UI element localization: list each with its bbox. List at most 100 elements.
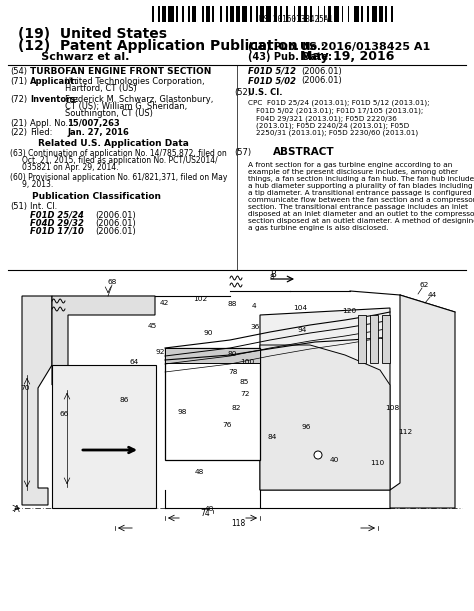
Text: 48: 48 xyxy=(195,469,204,475)
Bar xyxy=(358,315,366,363)
Text: section disposed at an outlet diameter. A method of designing: section disposed at an outlet diameter. … xyxy=(248,218,474,224)
Text: 94: 94 xyxy=(298,327,307,333)
Text: 035821 on Apr. 29, 2014.: 035821 on Apr. 29, 2014. xyxy=(22,163,119,172)
Text: 98: 98 xyxy=(178,409,188,415)
Text: Southington, CT (US): Southington, CT (US) xyxy=(65,109,153,118)
Text: 74: 74 xyxy=(200,509,210,518)
Text: 68: 68 xyxy=(108,279,118,285)
Bar xyxy=(162,6,166,22)
Text: (2006.01): (2006.01) xyxy=(95,219,136,228)
Text: 88: 88 xyxy=(228,301,237,307)
Text: B: B xyxy=(270,270,276,279)
Text: 45: 45 xyxy=(148,323,157,329)
Bar xyxy=(304,6,308,22)
Bar xyxy=(52,365,156,508)
Text: (2006.01): (2006.01) xyxy=(301,76,342,85)
Text: F01D 25/24: F01D 25/24 xyxy=(30,211,84,220)
Bar xyxy=(379,6,383,22)
Text: 108: 108 xyxy=(385,405,399,411)
Bar xyxy=(370,315,378,363)
Text: F04D 29/321 (2013.01); F05D 2220/36: F04D 29/321 (2013.01); F05D 2220/36 xyxy=(256,115,397,122)
Text: (2013.01); F05D 2240/24 (2013.01); F05D: (2013.01); F05D 2240/24 (2013.01); F05D xyxy=(256,122,409,129)
Bar xyxy=(318,6,319,22)
Text: TURBOFAN ENGINE FRONT SECTION: TURBOFAN ENGINE FRONT SECTION xyxy=(30,67,211,76)
Text: 15/007,263: 15/007,263 xyxy=(67,119,120,128)
Bar xyxy=(293,6,295,22)
Text: U.S. Cl.: U.S. Cl. xyxy=(248,88,283,97)
Text: Frederick M. Schwarz, Glastonbury,: Frederick M. Schwarz, Glastonbury, xyxy=(65,95,213,104)
Text: 120: 120 xyxy=(342,308,356,314)
Text: disposed at an inlet diameter and an outlet to the compressor: disposed at an inlet diameter and an out… xyxy=(248,211,474,217)
Text: 62: 62 xyxy=(420,282,429,288)
Text: 84: 84 xyxy=(268,434,277,440)
Bar xyxy=(372,6,377,22)
Text: May 19, 2016: May 19, 2016 xyxy=(300,50,394,63)
Bar xyxy=(342,6,343,22)
Text: US 20160138425A1: US 20160138425A1 xyxy=(259,15,333,24)
Text: (43) Pub. Date:: (43) Pub. Date: xyxy=(248,52,332,62)
Text: a gas turbine engine is also disclosed.: a gas turbine engine is also disclosed. xyxy=(248,225,389,231)
Text: (2006.01): (2006.01) xyxy=(95,227,136,236)
Bar xyxy=(382,315,390,363)
Text: (19)  United States: (19) United States xyxy=(18,27,167,41)
Text: Int. Cl.: Int. Cl. xyxy=(30,202,57,211)
Bar xyxy=(236,6,239,22)
Text: a hub diameter supporting a plurality of fan blades including: a hub diameter supporting a plurality of… xyxy=(248,183,473,189)
Text: 92: 92 xyxy=(156,349,165,355)
Text: (72): (72) xyxy=(10,95,27,104)
Text: US 2016/0138425 A1: US 2016/0138425 A1 xyxy=(300,42,430,52)
Bar xyxy=(328,6,331,22)
Text: A front section for a gas turbine engine according to an: A front section for a gas turbine engine… xyxy=(248,162,452,168)
Bar xyxy=(310,6,311,22)
Bar xyxy=(256,6,257,22)
Text: Inventors:: Inventors: xyxy=(30,95,79,104)
Bar xyxy=(334,6,339,22)
Text: F01D 5/02: F01D 5/02 xyxy=(248,76,296,85)
Bar xyxy=(286,6,288,22)
Text: example of the present disclosure includes, among other: example of the present disclosure includ… xyxy=(248,169,458,175)
Polygon shape xyxy=(260,345,390,490)
Text: (57): (57) xyxy=(234,148,251,157)
Bar xyxy=(182,6,184,22)
Bar xyxy=(361,6,363,22)
Text: (10) Pub. No.:: (10) Pub. No.: xyxy=(248,42,325,52)
Text: 36: 36 xyxy=(250,324,259,330)
Text: 2250/31 (2013.01); F05D 2230/60 (2013.01): 2250/31 (2013.01); F05D 2230/60 (2013.01… xyxy=(256,130,418,136)
Bar xyxy=(242,6,247,22)
Text: 110: 110 xyxy=(370,460,384,466)
Text: Schwarz et al.: Schwarz et al. xyxy=(18,52,129,62)
Bar xyxy=(206,6,210,22)
Text: 48: 48 xyxy=(205,506,214,512)
Text: communicate flow between the fan section and a compressor: communicate flow between the fan section… xyxy=(248,197,474,203)
Text: things, a fan section including a fan hub. The fan hub includes: things, a fan section including a fan hu… xyxy=(248,176,474,182)
Polygon shape xyxy=(22,296,52,505)
Text: Appl. No.:: Appl. No.: xyxy=(30,119,71,128)
Bar xyxy=(158,6,160,22)
Bar xyxy=(250,6,252,22)
Text: Related U.S. Application Data: Related U.S. Application Data xyxy=(38,139,189,148)
Text: 102: 102 xyxy=(193,296,207,302)
Bar xyxy=(392,6,393,22)
Text: Jan. 27, 2016: Jan. 27, 2016 xyxy=(67,128,129,137)
Text: CT (US); William G. Sheridan,: CT (US); William G. Sheridan, xyxy=(65,102,187,111)
Text: 80: 80 xyxy=(228,351,237,357)
Circle shape xyxy=(314,451,322,459)
Text: 64: 64 xyxy=(130,359,139,365)
Bar xyxy=(202,6,204,22)
Bar xyxy=(298,6,301,22)
Bar xyxy=(165,348,260,460)
Text: (60) Provisional application No. 61/821,371, filed on May: (60) Provisional application No. 61/821,… xyxy=(10,173,228,182)
Bar xyxy=(152,6,154,22)
Bar xyxy=(220,6,222,22)
Bar xyxy=(385,6,387,22)
Text: A: A xyxy=(14,505,20,514)
Bar xyxy=(226,6,228,22)
Text: 85: 85 xyxy=(240,379,249,385)
Text: 72: 72 xyxy=(240,391,249,397)
Bar xyxy=(165,348,260,363)
Text: 96: 96 xyxy=(302,424,311,430)
Bar xyxy=(324,6,325,22)
Text: (52): (52) xyxy=(234,88,251,97)
Polygon shape xyxy=(260,308,390,490)
Bar xyxy=(354,6,359,22)
